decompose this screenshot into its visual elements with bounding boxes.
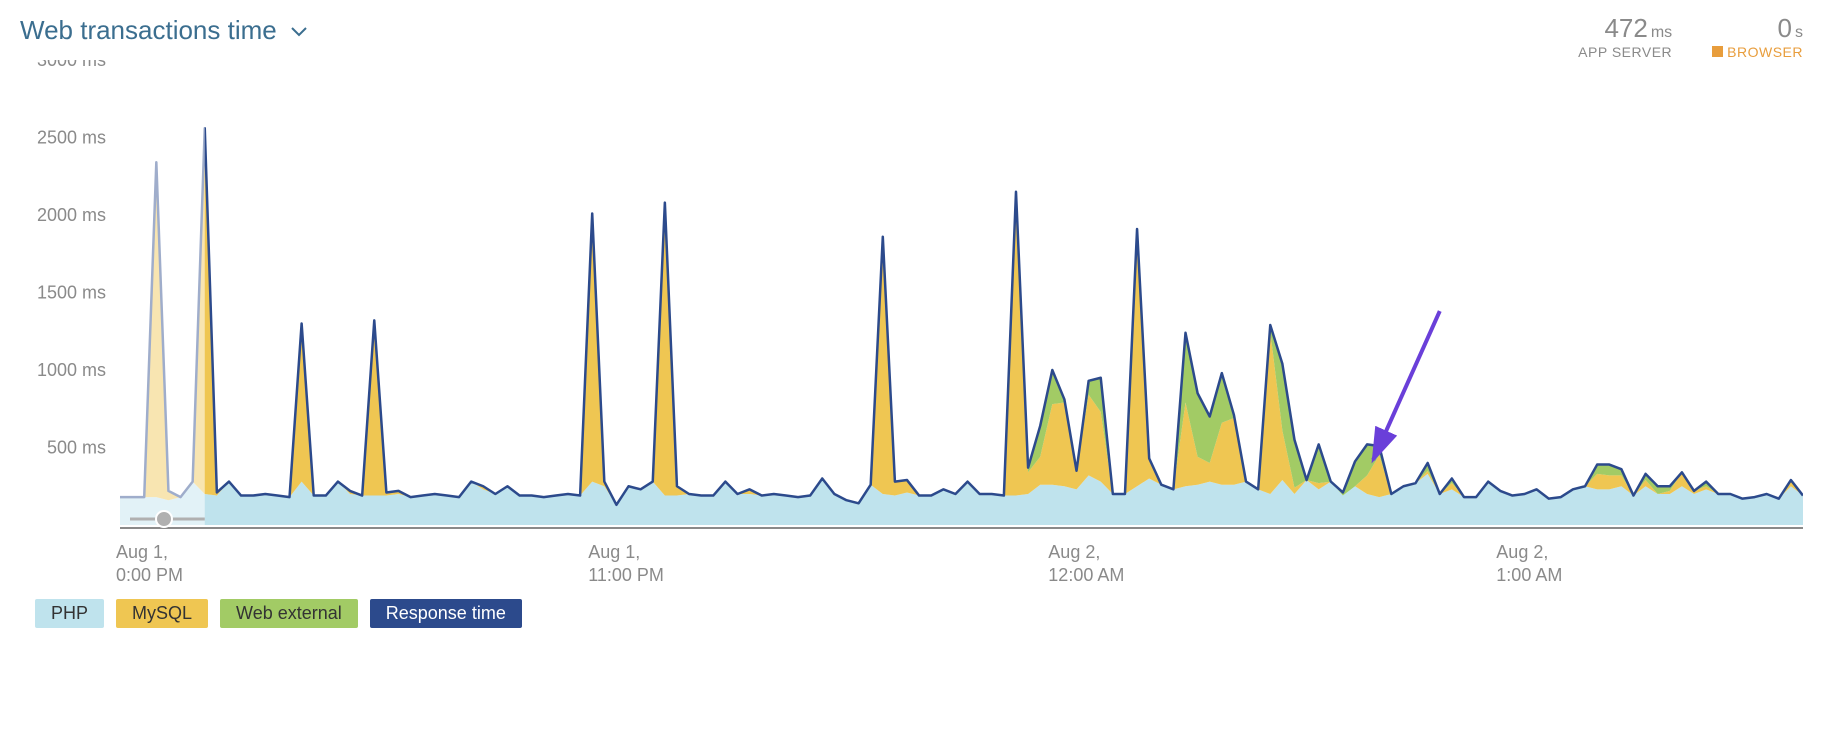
x-axis-tick-label: Aug 1, 0:00 PM xyxy=(116,541,183,588)
metric-app-server: 472ms APP SERVER xyxy=(1578,15,1672,60)
svg-text:1000 ms: 1000 ms xyxy=(37,360,106,380)
metric-label: APP SERVER xyxy=(1578,44,1672,60)
legend-item-php[interactable]: PHP xyxy=(35,599,104,628)
area-chart[interactable]: 500 ms 1000 ms 1500 ms 2000 ms 2500 ms 3000 m… xyxy=(20,60,1803,535)
x-axis-tick-label: Aug 2, 12:00 AM xyxy=(1048,541,1124,588)
header-metrics: 472ms APP SERVER 0s BROWSER xyxy=(1578,15,1803,60)
x-axis-tick-label: Aug 2, 1:00 AM xyxy=(1496,541,1562,588)
metric-label-text: BROWSER xyxy=(1727,44,1803,60)
svg-text:3000 ms: 3000 ms xyxy=(37,60,106,70)
chart-title: Web transactions time xyxy=(20,15,277,46)
metric-unit: s xyxy=(1795,24,1803,41)
metric-browser: 0s BROWSER xyxy=(1712,15,1803,60)
chart-container: 500 ms 1000 ms 1500 ms 2000 ms 2500 ms 3000 m… xyxy=(20,60,1803,535)
metric-value: 472 xyxy=(1604,13,1647,43)
annotation-arrow xyxy=(1373,311,1440,460)
legend-item-mysql[interactable]: MySQL xyxy=(116,599,208,628)
timeline-brush-handle[interactable] xyxy=(156,511,172,527)
area-mysql xyxy=(120,136,1803,505)
legend-item-response-time[interactable]: Response time xyxy=(370,599,522,628)
legend-item-web-external[interactable]: Web external xyxy=(220,599,358,628)
svg-text:2000 ms: 2000 ms xyxy=(37,205,106,225)
legend: PHP MySQL Web external Response time xyxy=(35,599,1803,628)
metric-value: 0 xyxy=(1778,13,1792,43)
chevron-down-icon xyxy=(291,24,307,42)
metric-label: BROWSER xyxy=(1712,44,1803,60)
x-axis-labels: Aug 1, 0:00 PMAug 1, 11:00 PMAug 2, 12:0… xyxy=(120,541,1803,587)
svg-text:2500 ms: 2500 ms xyxy=(37,128,106,148)
chart-title-dropdown[interactable]: Web transactions time xyxy=(20,15,307,46)
x-axis-tick-label: Aug 1, 11:00 PM xyxy=(588,541,664,588)
svg-text:1500 ms: 1500 ms xyxy=(37,283,106,303)
svg-text:500 ms: 500 ms xyxy=(47,438,106,458)
brush-excluded-overlay xyxy=(120,60,205,527)
browser-color-swatch xyxy=(1712,46,1723,57)
metric-unit: ms xyxy=(1651,24,1672,41)
